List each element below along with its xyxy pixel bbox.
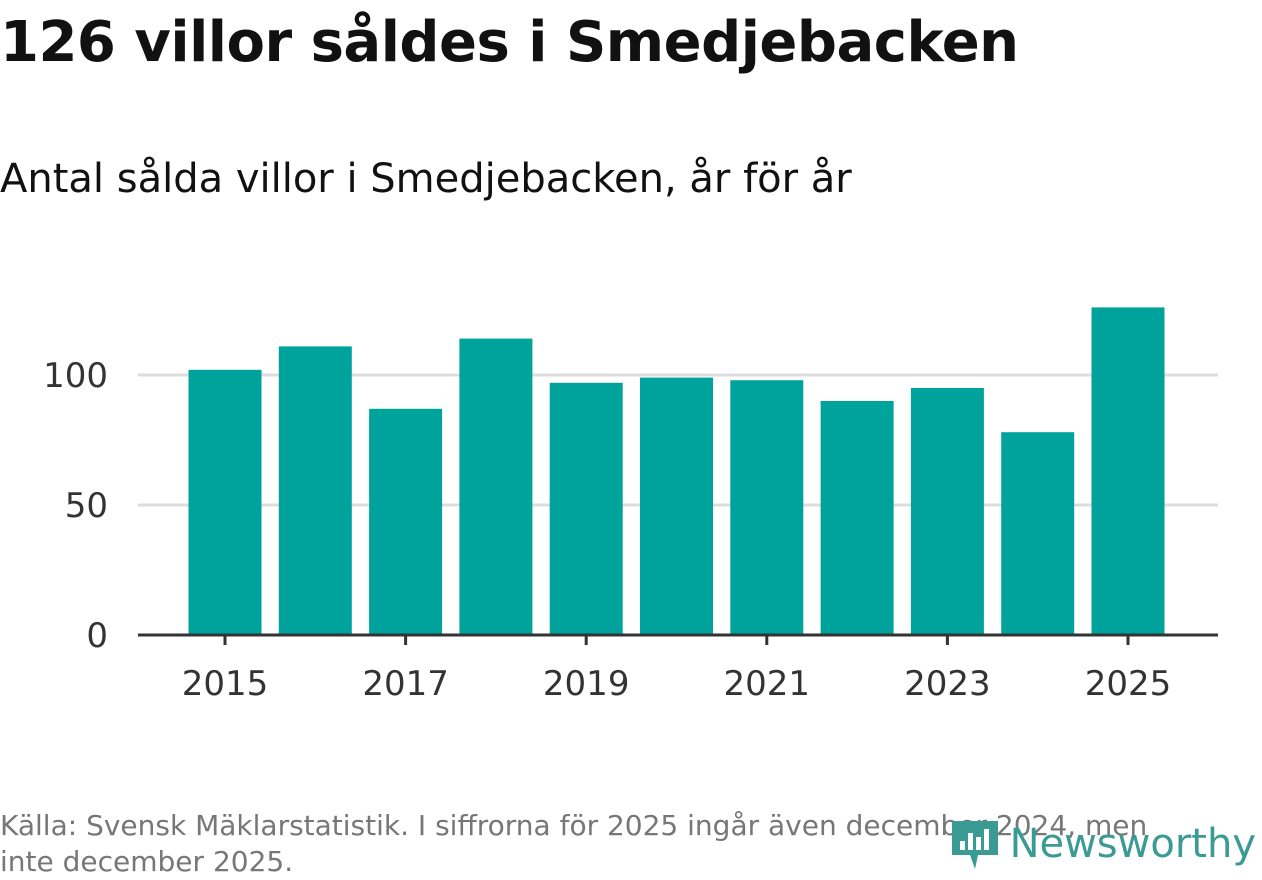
x-axis-labels: 2015 2017 2019 2021 2023 2025 bbox=[182, 664, 1172, 704]
x-tick-label-2017: 2017 bbox=[362, 664, 449, 704]
newsworthy-logo: Newsworthy bbox=[948, 815, 1256, 873]
bar-2015 bbox=[188, 369, 262, 635]
bar-2025 bbox=[1091, 307, 1165, 635]
bar-chart: 0 50 100 2015 2017 2019 2021 2023 2025 bbox=[43, 307, 1218, 704]
bar-2018 bbox=[459, 338, 533, 635]
x-tick-label-2025: 2025 bbox=[1085, 664, 1172, 704]
bar-2017 bbox=[369, 408, 443, 635]
bar-2019 bbox=[549, 382, 623, 635]
y-tick-label-0: 0 bbox=[86, 616, 108, 656]
bar-2020 bbox=[640, 377, 713, 635]
y-tick-label-50: 50 bbox=[65, 486, 108, 526]
x-tick-label-2023: 2023 bbox=[904, 664, 991, 704]
chart-subtitle: Antal sålda villor i Smedjebacken, år fö… bbox=[0, 156, 852, 202]
x-tick-label-2021: 2021 bbox=[724, 664, 811, 704]
y-tick-label-100: 100 bbox=[43, 356, 108, 396]
x-tick-label-2019: 2019 bbox=[543, 664, 630, 704]
bar-2021 bbox=[730, 380, 804, 635]
bar-2016 bbox=[278, 346, 352, 635]
newsworthy-logo-text: Newsworthy bbox=[1009, 821, 1256, 867]
newsworthy-logo-icon bbox=[951, 821, 998, 869]
y-axis-labels: 0 50 100 bbox=[43, 356, 108, 656]
bar-2022 bbox=[820, 401, 894, 635]
bars bbox=[188, 307, 1165, 635]
bar-2023 bbox=[910, 388, 984, 635]
x-axis bbox=[138, 633, 1218, 645]
bar-2024 bbox=[1001, 432, 1075, 635]
x-tick-label-2015: 2015 bbox=[182, 664, 269, 704]
chart-title: 126 villor såldes i Smedjebacken bbox=[0, 10, 1019, 75]
